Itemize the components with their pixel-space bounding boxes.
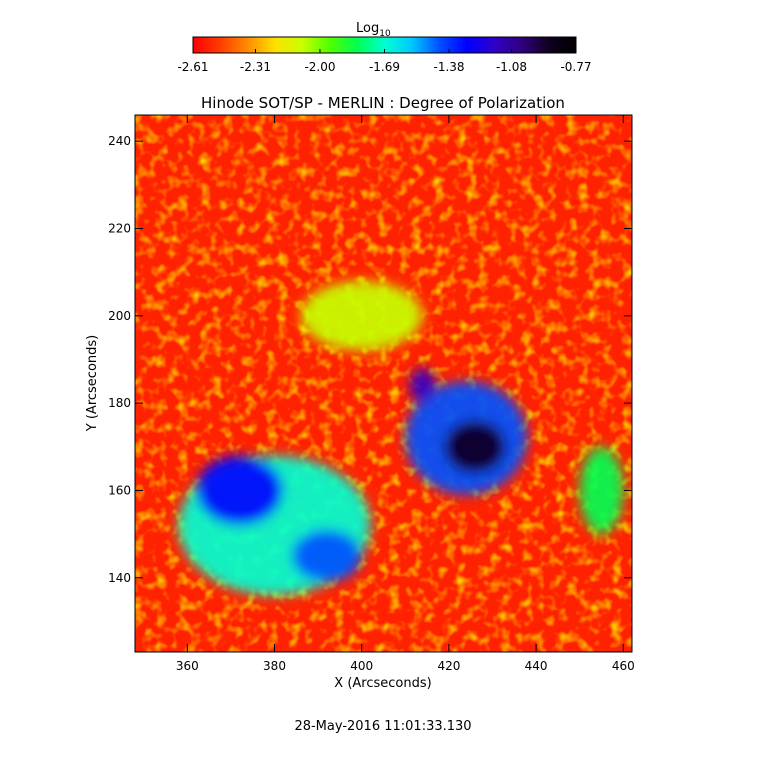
colorbar-label-subscript: 10 xyxy=(379,29,391,39)
heatmap-feature-sunspot-umbra xyxy=(444,420,506,473)
x-tick-label: 400 xyxy=(350,659,373,673)
y-tick-label: 220 xyxy=(108,222,131,236)
colorbar-tick-label: -2.61 xyxy=(177,60,208,74)
y-tick-label: 200 xyxy=(108,309,131,323)
y-tick-label: 180 xyxy=(108,396,131,410)
x-tick-label: 420 xyxy=(437,659,460,673)
y-axis-label: Y (Arcseconds) xyxy=(85,335,100,432)
x-tick-label: 440 xyxy=(525,659,548,673)
heatmap-feature-pore xyxy=(409,368,436,404)
colorbar-label: Log10 xyxy=(356,21,391,39)
y-tick-label: 240 xyxy=(108,134,131,148)
colorbar-tick-label: -2.31 xyxy=(240,60,271,74)
colorbar-tick-label: -0.77 xyxy=(560,60,591,74)
heatmap xyxy=(135,115,632,652)
colorbar: Log10 -2.61 -2.31 -2.00 -1.69 -1.38 -1.08 -0.7… xyxy=(177,21,591,74)
colorbar-tick-label: -1.08 xyxy=(496,60,527,74)
chart-title: Hinode SOT/SP - MERLIN : Degree of Polar… xyxy=(201,94,565,112)
x-axis-label: X (Arcseconds) xyxy=(334,676,431,691)
colorbar-tick-label: -1.38 xyxy=(433,60,464,74)
heatmap-feature-network xyxy=(300,280,423,351)
x-tick-label: 360 xyxy=(176,659,199,673)
timestamp: 28-May-2016 11:01:33.130 xyxy=(294,719,471,734)
axis-ticks: 360 380 400 420 440 460 140 160 180 200 220 240 xyxy=(108,115,635,673)
colorbar-ticks: -2.61 -2.31 -2.00 -1.69 -1.38 -1.08 -0.77 xyxy=(177,49,592,74)
y-tick-label: 140 xyxy=(108,571,131,585)
heatmap-feature-network xyxy=(579,446,624,535)
y-tick-label: 160 xyxy=(108,483,131,497)
colorbar-tick-label: -2.00 xyxy=(304,60,335,74)
colorbar-tick-label: -1.69 xyxy=(369,60,400,74)
heatmap-feature-plage xyxy=(291,529,362,583)
plot-frame xyxy=(134,114,633,653)
heatmap-feature-plage xyxy=(196,455,284,526)
x-tick-label: 460 xyxy=(612,659,635,673)
x-tick-label: 380 xyxy=(263,659,286,673)
